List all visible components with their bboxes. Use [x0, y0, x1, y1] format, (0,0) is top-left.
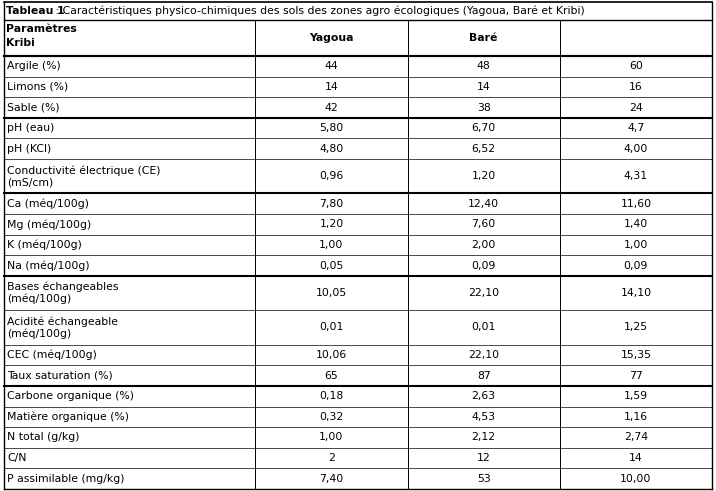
Text: 0,18: 0,18: [319, 391, 344, 401]
Text: 12: 12: [477, 453, 490, 463]
Text: 6,52: 6,52: [472, 144, 495, 154]
Text: P assimilable (mg/kg): P assimilable (mg/kg): [7, 474, 125, 484]
Text: Baré: Baré: [470, 33, 498, 43]
Text: 44: 44: [324, 61, 339, 71]
Text: Na (méq/100g): Na (méq/100g): [7, 260, 90, 271]
Text: 4,7: 4,7: [627, 123, 644, 133]
Text: 14: 14: [629, 453, 643, 463]
Text: 2,74: 2,74: [624, 433, 648, 442]
Text: 15,35: 15,35: [620, 350, 652, 360]
Text: 2,63: 2,63: [472, 391, 495, 401]
Text: Conductivité électrique (CE)
(mS/cm): Conductivité électrique (CE) (mS/cm): [7, 165, 160, 188]
Text: Bases échangeables
(méq/100g): Bases échangeables (méq/100g): [7, 282, 119, 304]
Text: 87: 87: [477, 371, 490, 381]
Text: 10,05: 10,05: [316, 288, 347, 298]
Text: C/N: C/N: [7, 453, 26, 463]
Text: 77: 77: [629, 371, 643, 381]
Text: 53: 53: [477, 474, 490, 484]
Text: Yagoua: Yagoua: [309, 33, 354, 43]
Text: 1,59: 1,59: [624, 391, 648, 401]
Text: 0,01: 0,01: [471, 323, 496, 332]
Text: 6,70: 6,70: [472, 123, 495, 133]
Text: 4,00: 4,00: [624, 144, 648, 154]
Text: 22,10: 22,10: [468, 350, 499, 360]
Text: Sable (%): Sable (%): [7, 103, 59, 112]
Text: 42: 42: [324, 103, 339, 112]
Text: : Caractéristiques physico-chimiques des sols des zones agro écologiques (Yagoua: : Caractéristiques physico-chimiques des…: [52, 6, 585, 16]
Text: 65: 65: [324, 371, 339, 381]
Text: 14: 14: [477, 82, 490, 92]
Text: 2: 2: [328, 453, 335, 463]
Text: Paramètres: Paramètres: [6, 24, 77, 34]
Text: 1,40: 1,40: [624, 219, 648, 229]
Text: 2,00: 2,00: [471, 240, 496, 250]
Text: 1,25: 1,25: [624, 323, 648, 332]
Text: Kribi: Kribi: [6, 38, 35, 48]
Text: 0,05: 0,05: [319, 261, 344, 271]
Text: 1,00: 1,00: [624, 240, 648, 250]
Text: Taux saturation (%): Taux saturation (%): [7, 371, 112, 381]
Text: 12,40: 12,40: [468, 199, 499, 209]
Text: Carbone organique (%): Carbone organique (%): [7, 391, 134, 401]
Text: 14: 14: [324, 82, 339, 92]
Text: 38: 38: [477, 103, 490, 112]
Text: 7,60: 7,60: [472, 219, 495, 229]
Text: Tableau 1: Tableau 1: [6, 6, 64, 16]
Text: 0,01: 0,01: [319, 323, 344, 332]
Text: pH (KCl): pH (KCl): [7, 144, 52, 154]
Text: Matière organique (%): Matière organique (%): [7, 411, 129, 422]
Text: 4,80: 4,80: [319, 144, 344, 154]
Text: 5,80: 5,80: [319, 123, 344, 133]
Text: 0,09: 0,09: [471, 261, 496, 271]
Text: 24: 24: [629, 103, 643, 112]
Text: Limons (%): Limons (%): [7, 82, 68, 92]
Text: 60: 60: [629, 61, 643, 71]
Text: 22,10: 22,10: [468, 288, 499, 298]
Text: 4,31: 4,31: [624, 171, 648, 181]
Text: 10,06: 10,06: [316, 350, 347, 360]
Text: 10,00: 10,00: [620, 474, 652, 484]
Text: N total (g/kg): N total (g/kg): [7, 433, 79, 442]
Text: 7,40: 7,40: [319, 474, 344, 484]
Text: 48: 48: [477, 61, 490, 71]
Text: 1,20: 1,20: [319, 219, 344, 229]
Text: Acidité échangeable
(méq/100g): Acidité échangeable (méq/100g): [7, 316, 118, 339]
Text: Mg (méq/100g): Mg (méq/100g): [7, 219, 91, 230]
Text: 1,00: 1,00: [319, 240, 344, 250]
Text: Ca (méq/100g): Ca (méq/100g): [7, 198, 89, 209]
Text: 0,09: 0,09: [624, 261, 648, 271]
Text: pH (eau): pH (eau): [7, 123, 54, 133]
Text: 2,12: 2,12: [472, 433, 495, 442]
Text: 1,16: 1,16: [624, 412, 648, 422]
Text: 11,60: 11,60: [620, 199, 652, 209]
Text: 14,10: 14,10: [620, 288, 652, 298]
Text: 16: 16: [629, 82, 643, 92]
Text: Argile (%): Argile (%): [7, 61, 61, 71]
Text: K (méq/100g): K (méq/100g): [7, 240, 82, 250]
Text: 1,00: 1,00: [319, 433, 344, 442]
Text: 0,32: 0,32: [319, 412, 344, 422]
Text: 1,20: 1,20: [472, 171, 495, 181]
Text: 4,53: 4,53: [472, 412, 495, 422]
Text: CEC (méq/100g): CEC (méq/100g): [7, 350, 97, 360]
Text: 7,80: 7,80: [319, 199, 344, 209]
Text: 0,96: 0,96: [319, 171, 344, 181]
